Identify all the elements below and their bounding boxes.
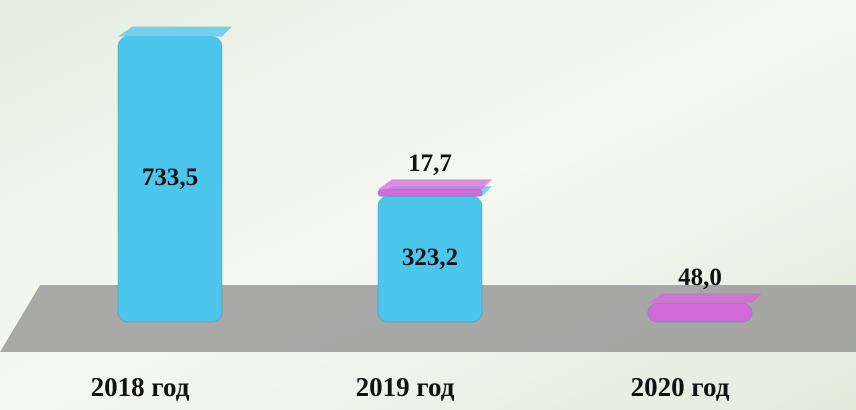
bar-top [118,26,232,37]
bar-group [117,26,232,323]
bar-top [648,293,762,304]
plot: 733,5 2018 год 323,2 17,7 2019 год 48,0 2020 г… [91,26,762,402]
x-tick-label: 2019 год [356,372,455,402]
x-tick-label: 2020 год [631,372,730,402]
value-label: 733,5 [142,164,198,191]
bar [647,302,753,323]
x-tick-label: 2018 год [91,372,190,402]
bar-group [647,293,762,323]
value-label: 17,7 [408,150,452,177]
value-label: 48,0 [678,264,722,291]
value-label: 323,2 [402,244,458,271]
bar-group [377,179,492,197]
bar-top [378,179,492,190]
bar [377,188,483,197]
